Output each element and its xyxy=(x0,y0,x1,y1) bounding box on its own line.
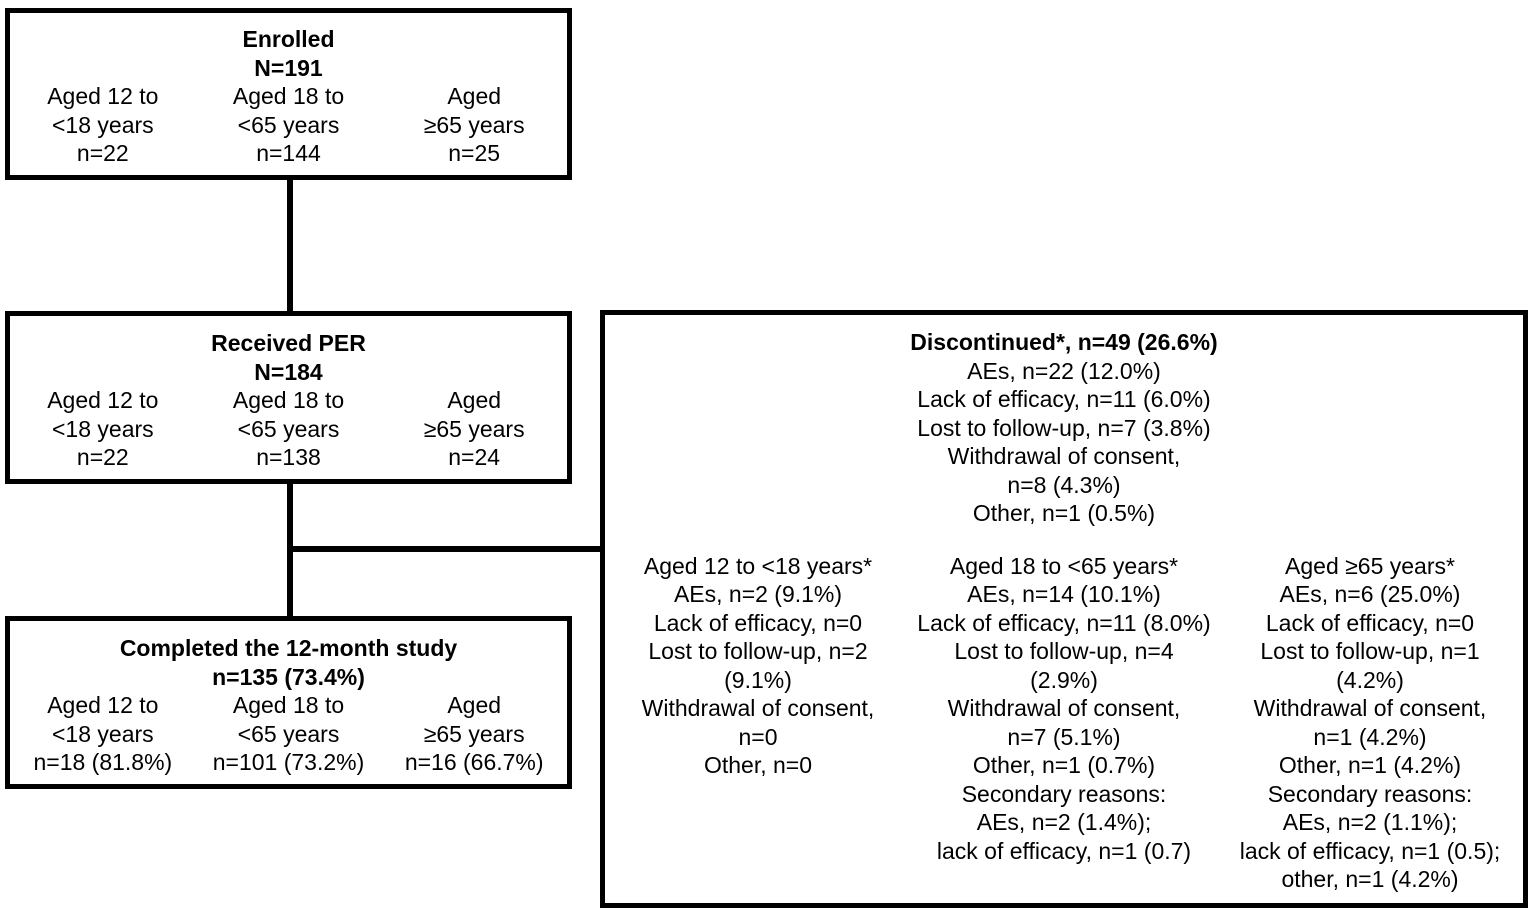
text-line: n=7 (5.1%) xyxy=(1007,723,1121,750)
text-line: Discontinued*, n=49 (26.6%) xyxy=(910,329,1218,355)
text-line: <18 years xyxy=(52,415,154,442)
received-per-title: Received PER N=184 xyxy=(10,329,567,386)
text-line: Lost to follow-up, n=7 (3.8%) xyxy=(917,414,1211,441)
text-line: lack of efficacy, n=1 (0.5); xyxy=(1239,837,1501,864)
text-line: Aged 12 to xyxy=(47,387,159,413)
text-line: Lack of efficacy, n=0 xyxy=(653,609,863,636)
text-line: lack of efficacy, n=1 (0.7) xyxy=(936,837,1192,864)
discontinued-col-aged-12-to-18: Aged 12 to <18 years* AEs, n=2 (9.1%) Lack… xyxy=(605,552,911,894)
text-line: n=22 xyxy=(76,140,129,166)
enrolled-col-aged-18-to-65: Aged 18 to <65 years n=144 xyxy=(196,82,382,168)
completed-col-aged-12-to-18: Aged 12 to <18 years n=18 (81.8%) xyxy=(10,691,196,777)
completed-study-box: Completed the 12-month study n=135 (73.4%… xyxy=(5,616,572,789)
text-line: Other, n=1 (4.2%) xyxy=(1278,752,1462,778)
text-line: Lost to follow-up, n=4 xyxy=(954,638,1174,664)
text-line: n=1 (4.2%) xyxy=(1313,723,1427,750)
text-line: n=135 (73.4%) xyxy=(212,663,365,690)
discontinued-box: Discontinued*, n=49 (26.6%) AEs, n=22 (1… xyxy=(600,310,1528,908)
text-line: n=101 (73.2%) xyxy=(212,749,365,775)
received-col-aged-18-to-65: Aged 18 to <65 years n=138 xyxy=(196,386,382,472)
text-line: Aged 18 to xyxy=(232,83,345,109)
enrolled-age-columns: Aged 12 to <18 years n=22 Aged 18 to <65 ye… xyxy=(10,82,567,168)
text-line: Aged 12 to xyxy=(47,83,159,109)
text-line: Withdrawal of consent, xyxy=(947,695,1181,721)
text-line: Other, n=1 (0.7%) xyxy=(972,752,1156,778)
discontinued-col-aged-18-to-65: Aged 18 to <65 years* AEs, n=14 (10.1%) La… xyxy=(911,552,1217,894)
text-line: n=24 xyxy=(448,444,501,470)
text-line: Lost to follow-up, n=2 xyxy=(648,638,868,664)
text-line: Aged 18 to xyxy=(232,692,345,718)
connector-branch-to-discontinued xyxy=(290,546,600,552)
text-line: (9.1%) xyxy=(724,666,792,693)
text-line: n=144 xyxy=(256,140,321,166)
text-line: (2.9%) xyxy=(1030,666,1098,693)
text-line: Aged 18 to <65 years* xyxy=(949,552,1179,579)
text-line: ≥65 years xyxy=(423,415,525,442)
text-line: <18 years xyxy=(52,111,154,138)
text-line: Withdrawal of consent, xyxy=(641,695,875,721)
text-line: AEs, n=22 (12.0%) xyxy=(967,357,1161,384)
text-line: Lost to follow-up, n=1 xyxy=(1260,638,1480,664)
text-line: Lack of efficacy, n=0 xyxy=(1265,609,1475,636)
received-per-box: Received PER N=184 Aged 12 to <18 years n=2… xyxy=(5,311,572,484)
text-line: <65 years xyxy=(237,415,340,442)
text-line: AEs, n=6 (25.0%) xyxy=(1279,581,1461,607)
text-line: Aged xyxy=(447,83,502,109)
text-line: ≥65 years xyxy=(423,111,525,138)
text-line: n=138 xyxy=(256,444,321,470)
discontinued-summary: AEs, n=22 (12.0%) Lack of efficacy, n=11 … xyxy=(605,357,1523,528)
enrolled-title: Enrolled N=191 xyxy=(10,25,567,82)
text-line: Secondary reasons: xyxy=(1267,780,1473,807)
text-line: n=0 xyxy=(738,723,778,750)
text-line: Aged xyxy=(447,692,502,718)
text-line: AEs, n=14 (10.1%) xyxy=(967,581,1161,607)
enrolled-col-aged-65-plus: Aged ≥65 years n=25 xyxy=(381,82,567,168)
text-line: AEs, n=2 (1.4%); xyxy=(976,809,1152,835)
completed-col-aged-18-to-65: Aged 18 to <65 years n=101 (73.2%) xyxy=(196,691,382,777)
text-line: AEs, n=2 (1.1%); xyxy=(1282,809,1458,835)
text-line: n=25 xyxy=(448,140,501,166)
completed-study-title: Completed the 12-month study n=135 (73.4%… xyxy=(10,634,567,691)
text-line: N=191 xyxy=(254,54,323,81)
text-line: Completed the 12-month study xyxy=(119,635,458,661)
received-col-aged-65-plus: Aged ≥65 years n=24 xyxy=(381,386,567,472)
text-line: other, n=1 (4.2%) xyxy=(1281,866,1459,892)
enrolled-box: Enrolled N=191 Aged 12 to <18 years n=22 Ag… xyxy=(5,8,572,180)
received-per-age-columns: Aged 12 to <18 years n=22 Aged 18 to <65 ye… xyxy=(10,386,567,472)
connector-enrolled-to-received xyxy=(287,180,293,311)
text-line: Enrolled xyxy=(242,26,335,52)
text-line: <65 years xyxy=(237,111,340,138)
discontinued-title: Discontinued*, n=49 (26.6%) xyxy=(605,328,1523,357)
text-line: ≥65 years xyxy=(423,720,525,747)
text-line: Aged 12 to <18 years* xyxy=(643,552,873,579)
text-line: AEs, n=2 (9.1%) xyxy=(673,581,843,607)
text-line: Aged 18 to xyxy=(232,387,345,413)
enrolled-col-aged-12-to-18: Aged 12 to <18 years n=22 xyxy=(10,82,196,168)
text-line: n=22 xyxy=(76,444,129,470)
text-line: (4.2%) xyxy=(1336,666,1404,693)
text-line: Withdrawal of consent, xyxy=(1253,695,1487,721)
text-line: Aged ≥65 years* xyxy=(1285,552,1455,579)
text-line: <18 years xyxy=(52,720,154,747)
text-line: n=16 (66.7%) xyxy=(404,749,544,775)
text-line: Received PER xyxy=(211,330,366,356)
text-line: Lack of efficacy, n=11 (8.0%) xyxy=(917,609,1211,636)
text-line: Other, n=1 (0.5%) xyxy=(972,500,1156,526)
text-line: Withdrawal of consent, xyxy=(947,443,1181,469)
completed-col-aged-65-plus: Aged ≥65 years n=16 (66.7%) xyxy=(381,691,567,777)
text-line: Secondary reasons: xyxy=(961,780,1167,807)
received-col-aged-12-to-18: Aged 12 to <18 years n=22 xyxy=(10,386,196,472)
text-line: Other, n=0 xyxy=(703,752,813,778)
text-line: n=8 (4.3%) xyxy=(1007,471,1121,498)
text-line: Aged 12 to xyxy=(47,692,159,718)
discontinued-age-columns: Aged 12 to <18 years* AEs, n=2 (9.1%) Lack… xyxy=(605,552,1523,894)
text-line: n=18 (81.8%) xyxy=(33,749,173,775)
completed-age-columns: Aged 12 to <18 years n=18 (81.8%) Aged 18 … xyxy=(10,691,567,777)
text-line: <65 years xyxy=(237,720,340,747)
text-line: N=184 xyxy=(254,358,323,385)
text-line: Lack of efficacy, n=11 (6.0%) xyxy=(917,386,1211,412)
text-line: Aged xyxy=(447,387,502,413)
discontinued-col-aged-65-plus: Aged ≥65 years* AEs, n=6 (25.0%) Lack of e… xyxy=(1217,552,1523,894)
